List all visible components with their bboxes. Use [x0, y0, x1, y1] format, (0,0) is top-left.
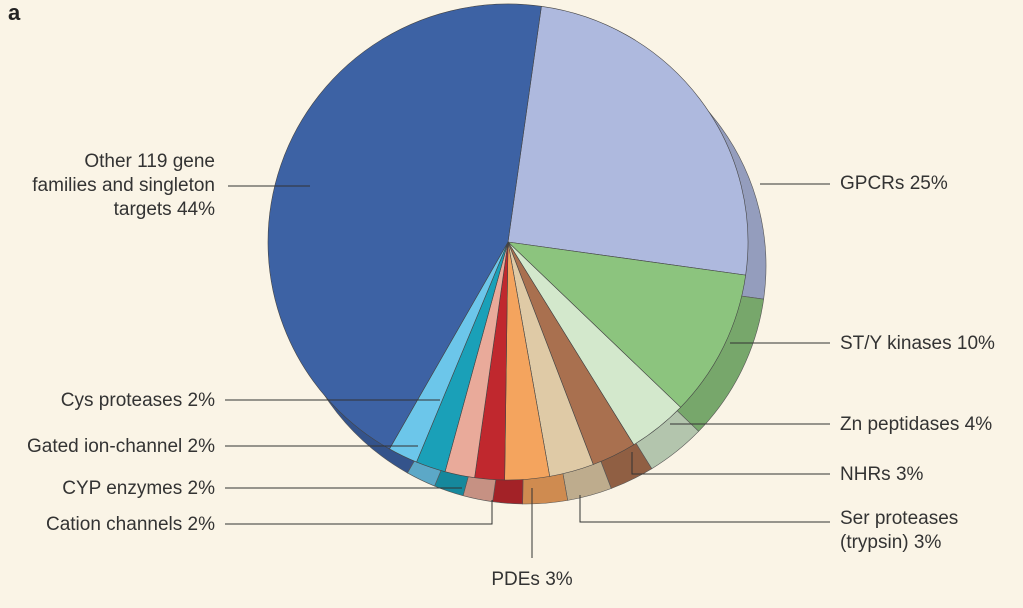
value-label: 4% — [964, 414, 993, 435]
leader-line — [631, 452, 830, 475]
value-label: 2% — [187, 390, 215, 411]
category-label: Ser proteases (trypsin) — [840, 508, 959, 553]
value-label: 2% — [187, 478, 215, 499]
value-label: 10% — [956, 333, 995, 354]
category-label: NHRs — [840, 464, 891, 485]
slice-label: Gated ion-channel 2% — [27, 435, 215, 459]
slice — [507, 5, 749, 276]
slice-label: Cation channels 2% — [46, 513, 215, 537]
slice-label: CYP enzymes 2% — [62, 477, 215, 501]
category-label: Other 119 gene families and singleton ta… — [32, 151, 215, 220]
slice-label: Cys proteases 2% — [61, 389, 215, 413]
slice-label: NHRs 3% — [840, 463, 923, 487]
value-label: 3% — [913, 532, 942, 553]
slice-label: Ser proteases (trypsin) 3% — [840, 507, 1000, 555]
category-label: Zn peptidases — [840, 414, 960, 435]
value-label: 2% — [187, 514, 215, 535]
value-label: 3% — [545, 569, 573, 590]
value-label: 3% — [895, 464, 924, 485]
panel-label: a — [8, 0, 21, 25]
slice-label: ST/Y kinases 10% — [840, 332, 995, 356]
category-label: Gated ion-channel — [26, 436, 183, 457]
value-label: 2% — [187, 436, 215, 457]
slice-label: Zn peptidases 4% — [840, 413, 992, 437]
category-label: GPCRs — [840, 173, 905, 194]
value-label: 25% — [909, 173, 948, 194]
category-label: CYP enzymes — [62, 478, 183, 499]
leader-line — [225, 500, 493, 525]
category-label: ST/Y kinases — [840, 333, 952, 354]
slice-label: PDEs 3% — [472, 568, 592, 592]
value-label: 44% — [176, 199, 215, 220]
slice-label: GPCRs 25% — [840, 172, 948, 196]
slice — [507, 241, 747, 408]
category-label: PDEs — [491, 569, 540, 590]
category-label: Cys proteases — [60, 390, 183, 411]
slice — [267, 3, 542, 450]
leader-line — [579, 495, 830, 523]
slice-label: Other 119 gene families and singleton ta… — [15, 150, 215, 222]
category-label: Cation channels — [45, 514, 183, 535]
